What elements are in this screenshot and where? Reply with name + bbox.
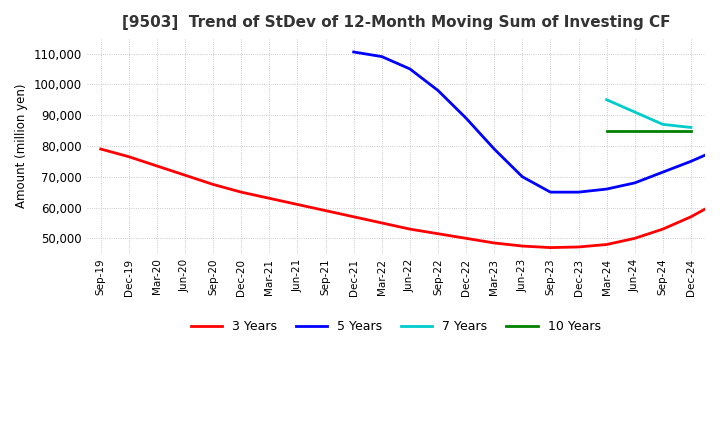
5 Years [518, 174, 526, 180]
3 Years [715, 199, 720, 204]
Line: 5 Years: 5 Years [354, 52, 720, 192]
3 Years [209, 182, 217, 187]
3 Years [321, 208, 330, 213]
10 Years [603, 128, 611, 133]
3 Years [237, 190, 246, 195]
3 Years [377, 220, 386, 226]
3 Years [405, 227, 414, 232]
5 Years [575, 190, 583, 195]
7 Years [603, 97, 611, 103]
5 Years [462, 116, 470, 121]
3 Years [518, 243, 526, 249]
5 Years [490, 147, 498, 152]
3 Years [546, 245, 554, 250]
3 Years [490, 240, 498, 246]
3 Years [433, 231, 442, 236]
10 Years [687, 128, 696, 133]
7 Years [659, 122, 667, 127]
5 Years [603, 187, 611, 192]
3 Years [659, 227, 667, 232]
3 Years [631, 236, 639, 241]
3 Years [462, 236, 470, 241]
5 Years [631, 180, 639, 186]
5 Years [546, 190, 554, 195]
5 Years [377, 54, 386, 59]
3 Years [349, 214, 358, 220]
Title: [9503]  Trend of StDev of 12-Month Moving Sum of Investing CF: [9503] Trend of StDev of 12-Month Moving… [122, 15, 670, 30]
5 Years [405, 66, 414, 72]
3 Years [181, 172, 189, 178]
Line: 7 Years: 7 Years [607, 100, 691, 128]
Line: 3 Years: 3 Years [101, 110, 720, 248]
5 Years [659, 169, 667, 175]
3 Years [575, 244, 583, 249]
3 Years [265, 196, 274, 201]
Y-axis label: Amount (million yen): Amount (million yen) [15, 84, 28, 208]
7 Years [631, 110, 639, 115]
3 Years [153, 163, 161, 169]
3 Years [603, 242, 611, 247]
Legend: 3 Years, 5 Years, 7 Years, 10 Years: 3 Years, 5 Years, 7 Years, 10 Years [186, 315, 606, 338]
3 Years [687, 214, 696, 220]
3 Years [293, 202, 302, 207]
10 Years [659, 128, 667, 133]
5 Years [349, 49, 358, 55]
7 Years [687, 125, 696, 130]
5 Years [433, 88, 442, 93]
10 Years [631, 128, 639, 133]
5 Years [687, 159, 696, 164]
3 Years [96, 147, 105, 152]
3 Years [125, 154, 133, 159]
5 Years [715, 147, 720, 152]
